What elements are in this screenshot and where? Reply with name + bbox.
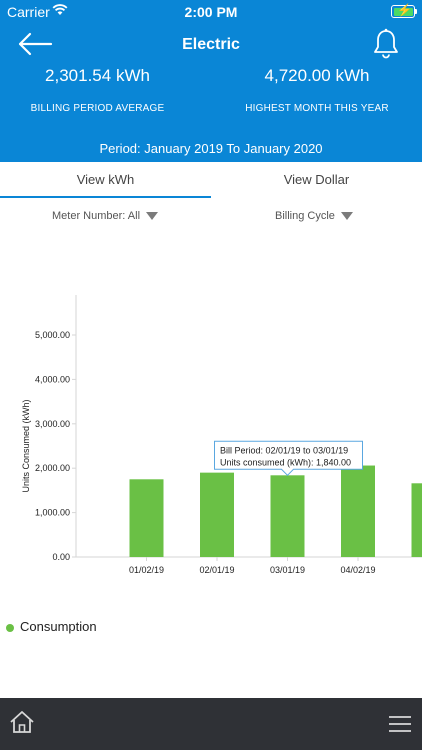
bell-icon[interactable] [372, 28, 400, 60]
x-tick-label: 03/01/19 [270, 565, 305, 575]
status-bar: Carrier 2:00 PM ⚡ [0, 0, 422, 24]
x-tick-label: 02/01/19 [199, 565, 234, 575]
highest-month-stat: 4,720.00 kWh HIGHEST MONTH THIS YEAR [212, 66, 422, 114]
billing-cycle-dropdown[interactable]: Billing Cycle [275, 210, 353, 222]
tab-view-kwh[interactable]: View kWh [0, 162, 211, 198]
consumption-chart: 0.00 1,000.00 2,000.00 3,000.00 4,000.00 5,00… [21, 295, 422, 575]
dropdown-triangle-icon [146, 212, 159, 221]
legend-label: Consumption [20, 619, 97, 634]
bar [341, 465, 375, 557]
status-time: 2:00 PM [184, 4, 238, 20]
bar [129, 479, 164, 557]
bar [411, 483, 422, 557]
billing-average-label: BILLING PERIOD AVERAGE [30, 103, 165, 114]
view-tabs: View kWh View Dollar [0, 162, 422, 198]
legend-swatch [6, 623, 14, 632]
highest-month-label: HIGHEST MONTH THIS YEAR [245, 103, 389, 114]
chart-legend[interactable]: Consumption [6, 619, 97, 634]
y-axis-label: Units Consumed (kWh) [21, 399, 31, 492]
meter-number-dropdown[interactable]: Meter Number: All [52, 210, 159, 222]
y-tick-label: 3,000.00 [35, 419, 70, 429]
x-tick-label: 01/02/19 [129, 565, 164, 575]
y-tick-label: 2,000.00 [35, 463, 70, 473]
dropdown-triangle-icon [340, 212, 353, 221]
y-tick-label: 1,000.00 [35, 508, 70, 518]
billing-average-value: 2,301.54 kWh [45, 66, 150, 85]
meter-number-label: Meter Number: All [52, 210, 141, 222]
tab-view-dollar[interactable]: View Dollar [283, 172, 350, 187]
bar [270, 475, 305, 557]
period-label: Period: January 2019 To January 2020 [99, 141, 323, 156]
tooltip-period: Bill Period: 02/01/19 to 03/01/19 [220, 445, 348, 455]
bottom-bar [0, 698, 422, 750]
back-arrow-icon[interactable] [16, 30, 54, 58]
battery-tip [415, 9, 417, 14]
wifi-icon [52, 4, 68, 15]
hamburger-menu-icon[interactable] [388, 715, 412, 733]
y-tick-label: 5,000.00 [35, 330, 70, 340]
bar [200, 472, 234, 557]
x-tick-label: 04/02/19 [340, 565, 375, 575]
battery-icon: ⚡ [391, 3, 415, 18]
carrier-label: Carrier [7, 4, 50, 20]
y-tick-label: 4,000.00 [35, 374, 70, 384]
home-icon[interactable] [9, 710, 35, 734]
header: Carrier 2:00 PM ⚡ Electric 2,301.54 kWh … [0, 0, 422, 162]
y-tick-label: 0.00 [52, 552, 70, 562]
highest-month-value: 4,720.00 kWh [264, 66, 370, 85]
billing-average-stat: 2,301.54 kWh BILLING PERIOD AVERAGE [0, 66, 195, 114]
tooltip-box [214, 440, 363, 477]
tooltip-units: Units consumed (kWh): 1,840.00 [220, 457, 351, 467]
billing-cycle-label: Billing Cycle [275, 210, 335, 222]
page-title: Electric [182, 36, 240, 53]
